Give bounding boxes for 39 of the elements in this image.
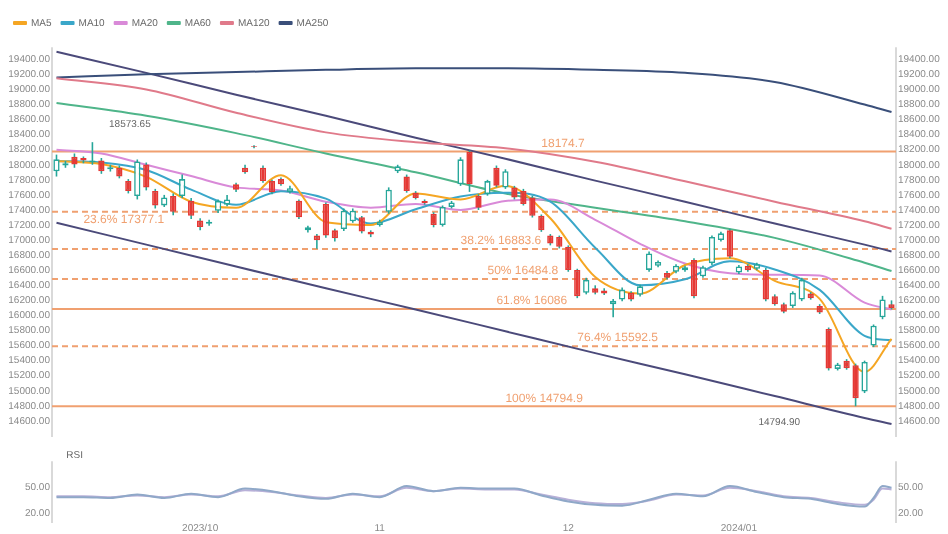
candlestick bbox=[53, 153, 60, 178]
candlestick bbox=[502, 168, 509, 190]
candlestick bbox=[726, 228, 734, 259]
candlestick bbox=[466, 149, 473, 193]
candlestick bbox=[188, 197, 195, 220]
candlestick bbox=[861, 359, 868, 394]
candlestick bbox=[870, 323, 877, 348]
candlestick bbox=[340, 207, 347, 232]
candlestick bbox=[852, 362, 859, 408]
line-series bbox=[55, 67, 893, 114]
candlestick bbox=[825, 326, 832, 372]
candlestick bbox=[574, 267, 581, 299]
candlestick bbox=[152, 188, 159, 210]
line-series bbox=[55, 77, 893, 230]
candlestick bbox=[645, 250, 653, 273]
candlestick bbox=[610, 298, 617, 319]
candlestick bbox=[134, 158, 141, 201]
candlestick bbox=[322, 201, 329, 239]
candlestick bbox=[708, 234, 716, 266]
candlestick bbox=[179, 173, 186, 199]
candlestick bbox=[143, 161, 150, 192]
candlestick bbox=[762, 267, 769, 302]
line-series bbox=[55, 221, 893, 425]
candlestick bbox=[170, 192, 177, 217]
line-series bbox=[55, 148, 893, 311]
candlestick bbox=[529, 194, 536, 219]
candlestick bbox=[313, 233, 321, 250]
candlestick bbox=[295, 198, 303, 220]
candlestick bbox=[439, 204, 446, 228]
candlestick bbox=[493, 164, 500, 189]
line-series bbox=[55, 102, 893, 273]
candlestick bbox=[457, 156, 464, 187]
candlestick bbox=[798, 276, 805, 302]
candlestick bbox=[385, 186, 392, 215]
candlestick bbox=[690, 257, 698, 299]
candlestick bbox=[565, 244, 572, 273]
candlestick bbox=[879, 295, 886, 321]
line-series bbox=[55, 50, 893, 253]
candlestick bbox=[403, 173, 410, 194]
